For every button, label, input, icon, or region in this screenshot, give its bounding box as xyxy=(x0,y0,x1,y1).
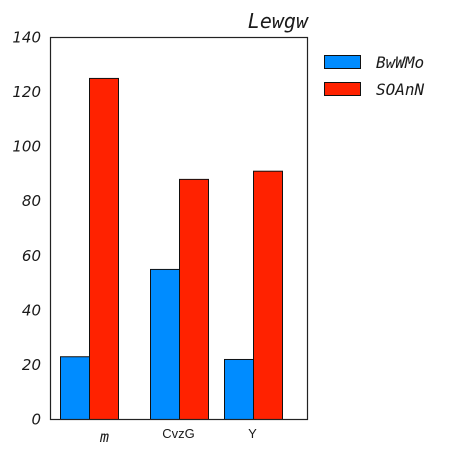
bar-BwWMo-m xyxy=(60,356,90,420)
y-tick-label: 100 xyxy=(12,138,41,156)
bar-SOAnN-Y xyxy=(253,170,283,420)
legend-swatch xyxy=(324,82,361,96)
chart-title: Lewgw xyxy=(248,9,309,33)
y-tick-label: 40 xyxy=(22,301,41,319)
y-tick-label: 60 xyxy=(22,247,41,265)
x-tick-label: m xyxy=(99,428,109,446)
y-tick-label: 0 xyxy=(31,411,41,429)
y-tick-label: 80 xyxy=(22,192,41,210)
x-tick-label: CvzG xyxy=(162,426,195,441)
legend-label: SOAnN xyxy=(376,80,425,99)
y-axis: 0 20 40 60 80 100 120 140 xyxy=(12,29,41,429)
y-tick-label: 140 xyxy=(12,29,41,47)
x-axis: m CvzG Y xyxy=(99,426,257,446)
x-tick-label: Y xyxy=(248,426,257,441)
bars-layer xyxy=(60,77,283,421)
y-tick-label: 20 xyxy=(22,356,41,374)
bar-BwWMo-CvzG xyxy=(150,268,180,420)
bar-SOAnN-m xyxy=(89,77,119,421)
legend: BwWMo SOAnN xyxy=(324,53,425,99)
legend-label: BwWMo xyxy=(376,53,424,72)
y-tick-label: 120 xyxy=(12,83,41,101)
legend-swatch xyxy=(324,55,361,69)
plot-frame xyxy=(49,36,309,421)
bar-SOAnN-CvzG xyxy=(179,178,209,420)
bar-BwWMo-Y xyxy=(224,358,254,421)
